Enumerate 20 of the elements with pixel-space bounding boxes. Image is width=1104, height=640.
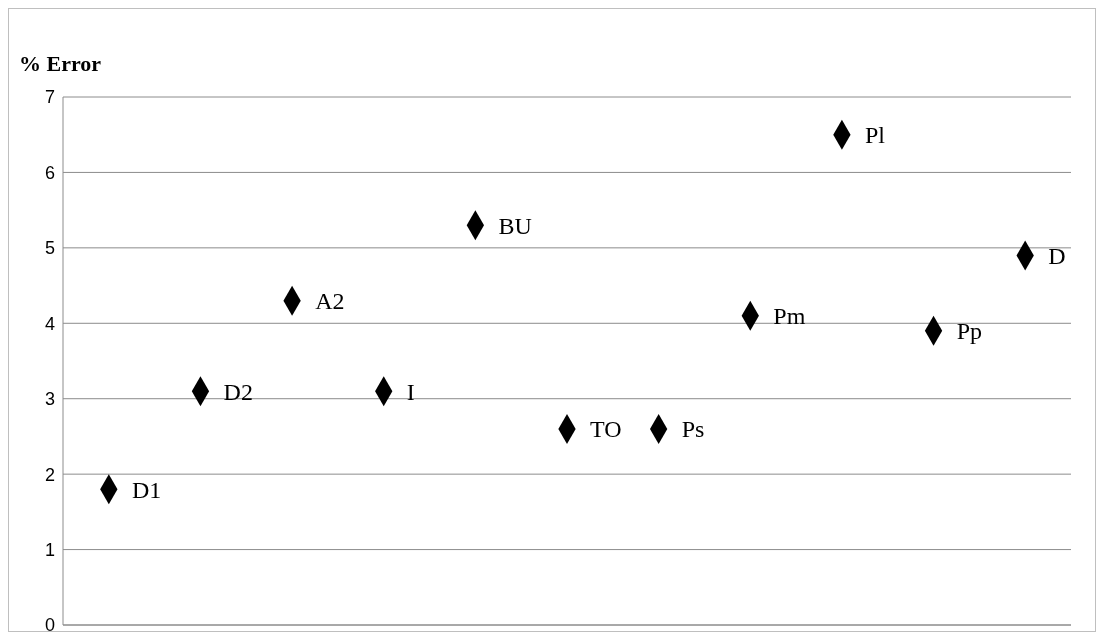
data-label: D2	[223, 378, 253, 405]
y-tick-label: 3	[44, 389, 55, 410]
y-tick-label: 6	[44, 162, 55, 183]
y-tick-label: 5	[44, 238, 55, 259]
y-axis-title: % Error	[19, 51, 102, 77]
data-label: I	[406, 378, 415, 405]
y-tick-label: 1	[44, 539, 55, 560]
y-tick-label: 4	[44, 313, 55, 334]
data-label: TO	[590, 416, 622, 443]
y-tick-label: 0	[44, 615, 55, 636]
data-label: Ps	[681, 416, 705, 443]
data-label: Pm	[773, 303, 806, 330]
y-tick-label: 2	[44, 464, 55, 485]
data-label: Pl	[865, 122, 886, 149]
data-label: D	[1048, 242, 1066, 269]
data-label: D1	[131, 476, 162, 503]
data-label: A2	[315, 288, 345, 315]
data-label: Pp	[956, 318, 982, 345]
y-tick-label: 7	[44, 87, 55, 108]
data-label: BU	[498, 212, 532, 239]
